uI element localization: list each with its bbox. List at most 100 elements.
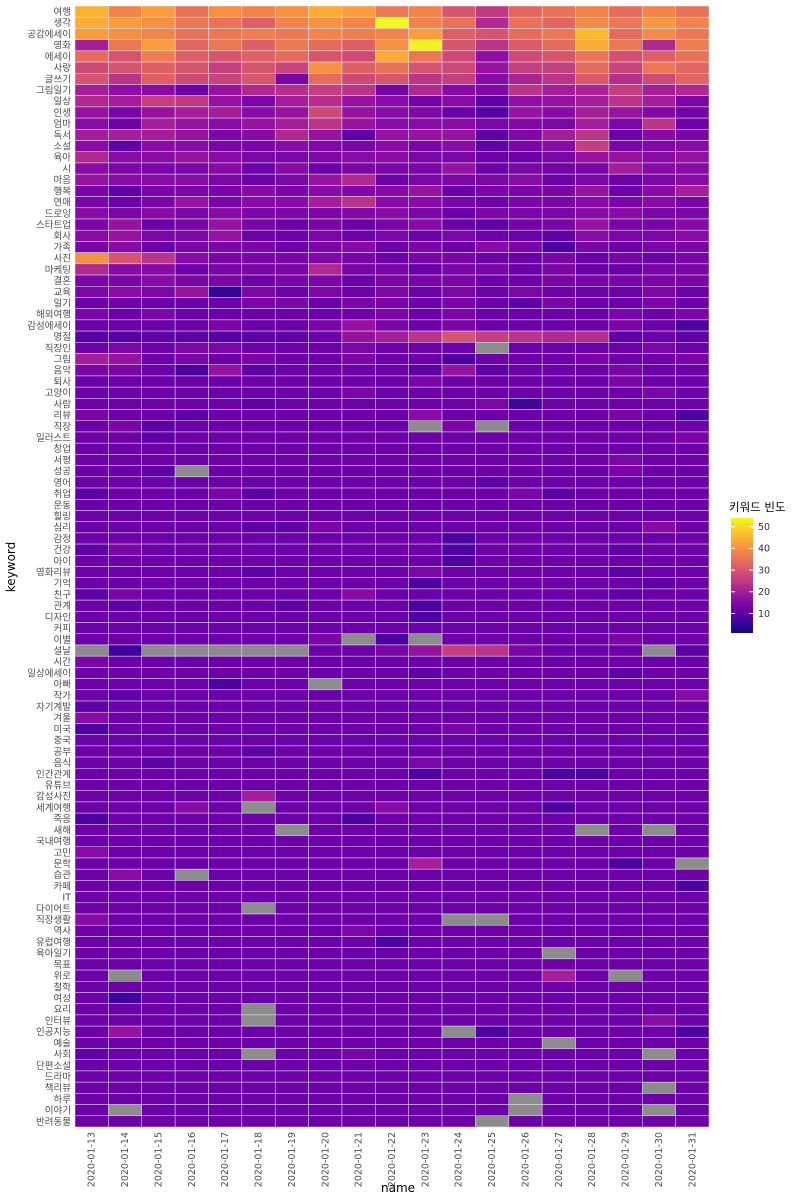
heatmap-cell [408, 498, 443, 511]
heatmap-cell [274, 1037, 309, 1049]
heatmap-cell [108, 1093, 142, 1105]
heatmap-cell [74, 667, 109, 679]
heatmap-cell [408, 420, 443, 433]
y-tick-label: 해외여행 [36, 309, 71, 321]
heatmap-cell [675, 745, 710, 758]
heatmap-cell [174, 252, 209, 265]
heatmap-cell [174, 824, 209, 836]
heatmap-cell [408, 611, 443, 623]
heatmap-cell [375, 734, 409, 747]
heatmap-cell [241, 667, 276, 679]
heatmap-cell [508, 969, 543, 982]
heatmap-cell [608, 633, 643, 646]
heatmap-cell [141, 117, 176, 130]
y-tick-label: 리뷰 [54, 411, 72, 422]
heatmap-cell [675, 476, 710, 489]
heatmap-cell [308, 398, 343, 410]
heatmap-cell [541, 140, 576, 152]
heatmap-cell [508, 420, 543, 433]
heatmap-cell [608, 465, 643, 478]
heatmap-cell [141, 286, 176, 298]
heatmap-cell [341, 1003, 376, 1016]
heatmap-cell [341, 106, 376, 119]
heatmap-cell [174, 1104, 209, 1117]
heatmap-cell [608, 992, 643, 1004]
heatmap-cell [441, 521, 476, 534]
heatmap-cell [475, 229, 510, 242]
heatmap-cell [241, 981, 276, 993]
heatmap-cell [508, 510, 543, 522]
heatmap-cell [74, 196, 109, 209]
heatmap-cell [642, 1048, 676, 1060]
heatmap-cell [308, 868, 343, 881]
heatmap-cell [141, 28, 176, 40]
heatmap-cell [375, 498, 409, 511]
heatmap-cell [508, 375, 543, 388]
heatmap-cell [475, 308, 510, 321]
heatmap-cell [141, 599, 176, 612]
heatmap-cell [475, 465, 510, 478]
heatmap-cell [508, 207, 543, 220]
y-tick-label: 목표 [54, 960, 72, 971]
heatmap-cell [408, 196, 443, 209]
y-tick-label: 철학 [54, 982, 72, 993]
heatmap-cell [541, 1037, 576, 1049]
heatmap-cell [441, 16, 476, 29]
heatmap-cell [675, 969, 710, 982]
heatmap-cell [408, 1115, 443, 1128]
heatmap-cell [575, 297, 610, 309]
heatmap-cell [341, 420, 376, 433]
heatmap-cell [441, 319, 476, 332]
heatmap-cell [441, 61, 476, 74]
heatmap-cell [141, 734, 176, 747]
y-tick-label: 커피 [54, 624, 71, 635]
heatmap-cell [541, 274, 576, 287]
heatmap-cell [241, 241, 276, 253]
heatmap-cell [508, 622, 543, 635]
heatmap-cell [141, 768, 176, 780]
heatmap-cell [174, 185, 209, 197]
heatmap-cell [308, 353, 343, 365]
heatmap-cell [308, 622, 343, 635]
heatmap-cell [408, 1003, 443, 1016]
heatmap-cell [375, 1048, 409, 1060]
heatmap-cell [375, 364, 409, 377]
heatmap-cell [108, 947, 142, 960]
heatmap-cell [642, 241, 676, 253]
heatmap-cell [341, 454, 376, 466]
heatmap-cell [475, 263, 510, 276]
y-tick-label: 새해 [54, 824, 71, 836]
heatmap-cell [174, 868, 209, 881]
heatmap-cell [208, 263, 243, 276]
heatmap-cell [108, 1115, 142, 1128]
heatmap-cell [642, 39, 676, 52]
y-tick-label: 직장생활 [36, 914, 71, 926]
heatmap-cell [541, 745, 576, 758]
heatmap-cell [675, 723, 710, 735]
heatmap-cell [408, 151, 443, 164]
heatmap-cell [308, 39, 343, 52]
heatmap-cell [408, 39, 443, 52]
heatmap-cell [241, 173, 276, 186]
heatmap-cell [441, 117, 476, 130]
heatmap-cell [642, 891, 676, 904]
heatmap-cell [174, 700, 209, 713]
y-tick-label: 이별 [54, 635, 71, 646]
heatmap-cell [508, 902, 543, 915]
heatmap-cell [341, 476, 376, 489]
heatmap-cell [475, 386, 510, 399]
heatmap-cell [141, 442, 176, 455]
heatmap-cell [508, 790, 543, 803]
heatmap-cell [575, 353, 610, 365]
heatmap-cell [508, 342, 543, 354]
heatmap-cell [408, 667, 443, 679]
heatmap-cell [575, 364, 610, 377]
heatmap-cell [675, 700, 710, 713]
heatmap-cell [408, 543, 443, 556]
heatmap-cell [108, 812, 142, 825]
heatmap-cell [642, 1014, 676, 1027]
heatmap-cell [441, 689, 476, 702]
heatmap-cell [74, 566, 109, 578]
heatmap-cell [508, 252, 543, 265]
heatmap-cell [108, 465, 142, 478]
